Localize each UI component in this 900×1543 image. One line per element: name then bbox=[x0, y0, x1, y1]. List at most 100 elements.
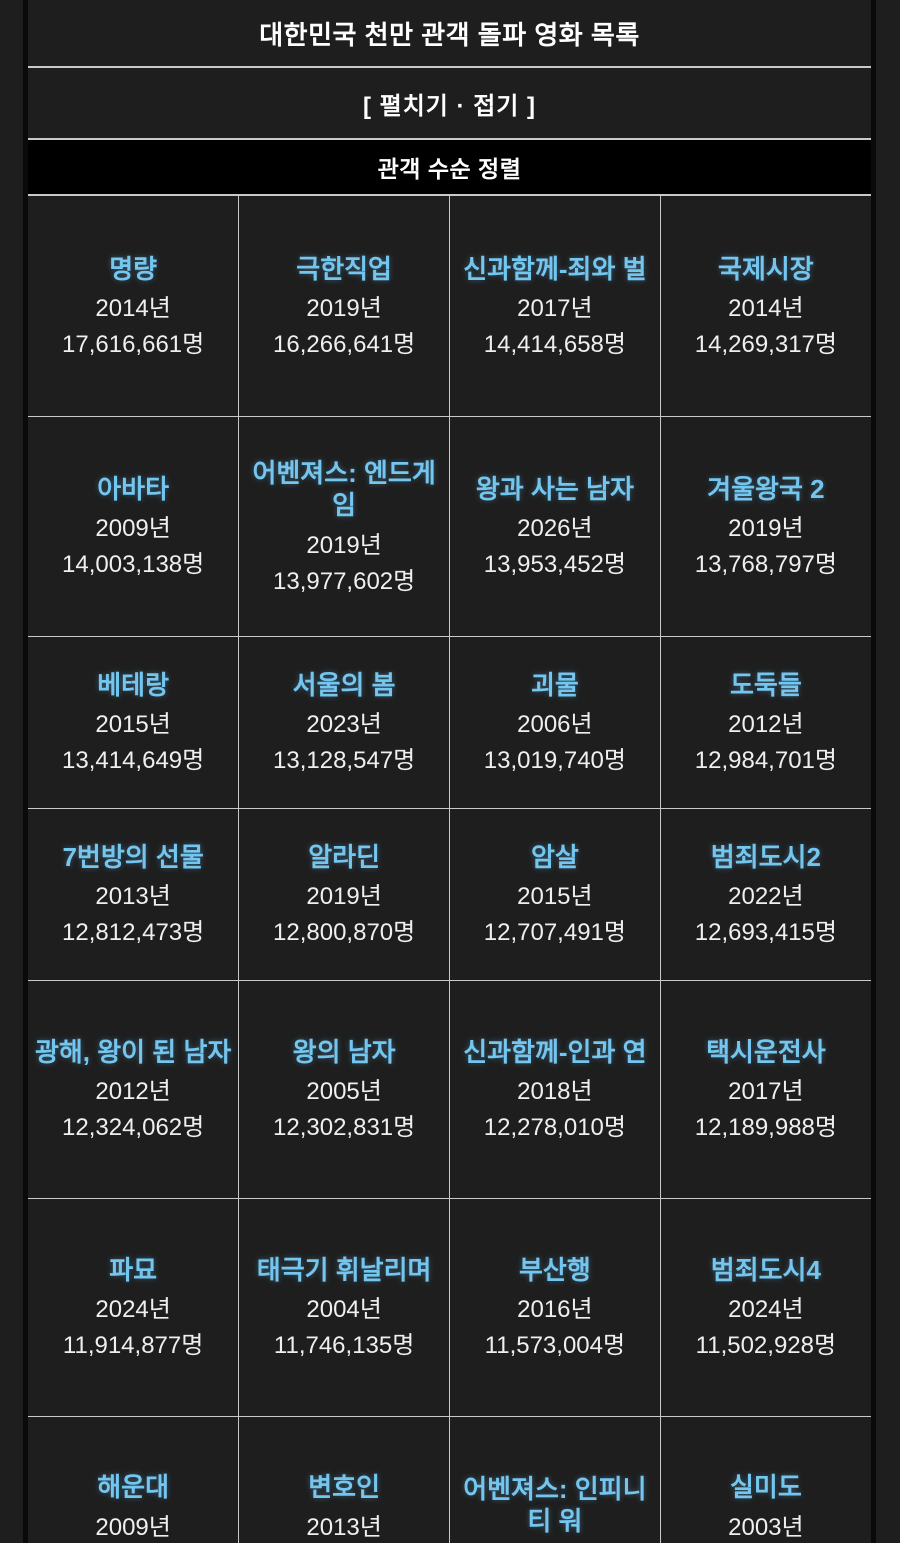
movie-title[interactable]: 태극기 휘날리며 bbox=[256, 1254, 432, 1285]
movie-title[interactable]: 해운대 bbox=[97, 1472, 169, 1502]
movie-title[interactable]: 국제시장 bbox=[718, 253, 814, 284]
movie-cell[interactable]: 변호인 2013년 bbox=[238, 1416, 450, 1543]
movie-year: 2003년 bbox=[728, 1513, 804, 1541]
movie-title[interactable]: 범죄도시4 bbox=[710, 1254, 821, 1285]
movie-audience: 11,914,877명 bbox=[62, 1332, 204, 1360]
movie-title[interactable]: 알라딘 bbox=[308, 841, 380, 872]
movie-title[interactable]: 서울의 봄 bbox=[292, 669, 396, 700]
movie-audience: 12,812,473명 bbox=[62, 919, 205, 947]
movie-audience: 11,746,135명 bbox=[273, 1332, 415, 1360]
movie-title[interactable]: 어벤져스: 엔드게임 bbox=[252, 457, 436, 521]
movie-year: 2004년 bbox=[306, 1296, 382, 1324]
movie-cell[interactable]: 암살 2015년 12,707,491명 bbox=[449, 808, 661, 981]
movie-title[interactable]: 겨울왕국 2 bbox=[707, 473, 825, 504]
movie-title[interactable]: 택시운전사 bbox=[706, 1036, 826, 1067]
table-row: 7번방의 선물 2013년 12,812,473명 알라딘 2019년 12,8… bbox=[28, 808, 871, 981]
movie-title[interactable]: 파묘 bbox=[109, 1254, 158, 1285]
movie-year: 2024년 bbox=[728, 1296, 804, 1324]
movie-audience: 13,019,740명 bbox=[483, 747, 626, 775]
movie-cell[interactable]: 겨울왕국 2 2019년 13,768,797명 bbox=[660, 416, 871, 637]
movie-cell[interactable]: 신과함께-인과 연 2018년 12,278,010명 bbox=[449, 980, 661, 1199]
movie-year: 2014년 bbox=[95, 295, 171, 322]
movie-cell[interactable]: 국제시장 2014년 14,269,317명 bbox=[660, 196, 871, 417]
table-row: 파묘 2024년 11,914,877명 태극기 휘날리며 2004년 11,7… bbox=[28, 1198, 871, 1417]
movie-cell[interactable]: 베테랑 2015년 13,414,649명 bbox=[28, 636, 240, 809]
movie-title[interactable]: 어벤져스: 인피니티 워 bbox=[463, 1473, 647, 1537]
movie-title[interactable]: 광해, 왕이 된 남자 bbox=[34, 1036, 232, 1067]
movie-year: 2017년 bbox=[728, 1078, 804, 1106]
movie-cell[interactable]: 아바타 2009년 14,003,138명 bbox=[28, 416, 240, 637]
movie-title[interactable]: 아바타 bbox=[97, 473, 169, 504]
movie-audience: 11,573,004명 bbox=[484, 1332, 626, 1360]
movie-cell[interactable]: 극한직업 2019년 16,266,641명 bbox=[238, 196, 450, 417]
left-gutter bbox=[23, 0, 28, 1543]
movie-cell[interactable]: 괴물 2006년 13,019,740명 bbox=[449, 636, 661, 809]
movie-title[interactable]: 범죄도시2 bbox=[710, 841, 821, 872]
movie-cell[interactable]: 서울의 봄 2023년 13,128,547명 bbox=[238, 636, 450, 809]
movie-audience: 13,977,602명 bbox=[273, 567, 416, 595]
movie-grid: 명량 2014년 17,616,661명 극한직업 2019년 16,266,6… bbox=[28, 196, 871, 1543]
movie-cell[interactable]: 7번방의 선물 2013년 12,812,473명 bbox=[28, 808, 240, 981]
movie-title[interactable]: 신과함께-인과 연 bbox=[463, 1036, 647, 1067]
movie-year: 2015년 bbox=[517, 883, 593, 911]
movie-title[interactable]: 왕과 사는 남자 bbox=[475, 473, 634, 504]
movie-audience: 12,984,701명 bbox=[694, 747, 837, 775]
movie-audience: 14,414,658명 bbox=[483, 331, 626, 358]
movie-cell[interactable]: 도둑들 2012년 12,984,701명 bbox=[660, 636, 871, 809]
movie-year: 2013년 bbox=[306, 1513, 382, 1541]
movie-audience: 11,502,928명 bbox=[695, 1332, 837, 1360]
movie-year: 2014년 bbox=[728, 295, 804, 322]
movie-audience: 13,128,547명 bbox=[273, 747, 416, 775]
movie-audience: 12,189,988명 bbox=[694, 1114, 837, 1142]
movie-title[interactable]: 극한직업 bbox=[296, 253, 392, 284]
movie-cell[interactable]: 파묘 2024년 11,914,877명 bbox=[28, 1198, 240, 1417]
movie-title[interactable]: 괴물 bbox=[530, 669, 579, 700]
movie-cell[interactable]: 해운대 2009년 bbox=[28, 1416, 240, 1543]
movie-cell[interactable]: 범죄도시2 2022년 12,693,415명 bbox=[660, 808, 871, 981]
movie-cell[interactable]: 왕과 사는 남자 2026년 13,953,452명 bbox=[449, 416, 661, 637]
movie-audience: 16,266,641명 bbox=[273, 331, 416, 358]
movie-audience: 12,707,491명 bbox=[483, 919, 626, 947]
movie-cell[interactable]: 택시운전사 2017년 12,189,988명 bbox=[660, 980, 871, 1199]
movie-year: 2022년 bbox=[728, 883, 804, 911]
movie-year: 2019년 bbox=[728, 515, 804, 543]
movie-title[interactable]: 암살 bbox=[530, 841, 579, 872]
movie-title[interactable]: 베테랑 bbox=[97, 669, 169, 700]
movie-year: 2019년 bbox=[306, 531, 382, 559]
movie-cell[interactable]: 범죄도시4 2024년 11,502,928명 bbox=[660, 1198, 871, 1417]
movie-cell[interactable]: 어벤져스: 엔드게임 2019년 13,977,602명 bbox=[238, 416, 450, 637]
movie-cell[interactable]: 알라딘 2019년 12,800,870명 bbox=[238, 808, 450, 981]
movie-title[interactable]: 부산행 bbox=[518, 1254, 591, 1285]
movie-cell[interactable]: 명량 2014년 17,616,661명 bbox=[28, 196, 240, 417]
movie-year: 2015년 bbox=[95, 711, 171, 739]
movie-cell[interactable]: 부산행 2016년 11,573,004명 bbox=[449, 1198, 661, 1417]
movie-title[interactable]: 7번방의 선물 bbox=[62, 841, 204, 872]
movie-audience: 12,800,870명 bbox=[273, 919, 416, 947]
movie-cell[interactable]: 광해, 왕이 된 남자 2012년 12,324,062명 bbox=[28, 980, 240, 1199]
table-row: 광해, 왕이 된 남자 2012년 12,324,062명 왕의 남자 2005… bbox=[28, 980, 871, 1199]
movie-cell[interactable]: 태극기 휘날리며 2004년 11,746,135명 bbox=[238, 1198, 450, 1417]
table-row: 해운대 2009년 변호인 2013년 어벤져스: 인피니티 워 bbox=[28, 1416, 871, 1543]
movie-year: 2012년 bbox=[95, 1078, 171, 1106]
movie-title[interactable]: 실미도 bbox=[729, 1472, 802, 1502]
sort-by-audience-header[interactable]: 관객 수순 정렬 bbox=[28, 138, 871, 196]
movie-cell[interactable]: 어벤져스: 인피니티 워 bbox=[449, 1416, 661, 1543]
movie-cell[interactable]: 왕의 남자 2005년 12,302,831명 bbox=[238, 980, 450, 1199]
movie-audience: 12,693,415명 bbox=[694, 919, 837, 947]
movie-cell[interactable]: 신과함께-죄와 벌 2017년 14,414,658명 bbox=[449, 196, 661, 417]
movie-title[interactable]: 왕의 남자 bbox=[292, 1036, 396, 1067]
movie-year: 2012년 bbox=[728, 711, 804, 739]
movie-year: 2024년 bbox=[95, 1296, 171, 1324]
expand-collapse-toggle[interactable]: [ 펼치기 · 접기 ] bbox=[28, 66, 871, 138]
movie-title[interactable]: 변호인 bbox=[308, 1472, 380, 1502]
movie-year: 2018년 bbox=[517, 1078, 593, 1106]
movie-title[interactable]: 명량 bbox=[109, 253, 158, 284]
movie-audience: 13,953,452명 bbox=[483, 551, 626, 579]
movie-cell[interactable]: 실미도 2003년 bbox=[660, 1416, 871, 1543]
movie-title[interactable]: 도둑들 bbox=[729, 669, 802, 700]
movie-audience: 12,278,010명 bbox=[483, 1114, 626, 1142]
movie-title[interactable]: 신과함께-죄와 벌 bbox=[463, 253, 647, 284]
movie-year: 2017년 bbox=[517, 295, 593, 322]
movie-audience: 14,269,317명 bbox=[694, 331, 837, 358]
